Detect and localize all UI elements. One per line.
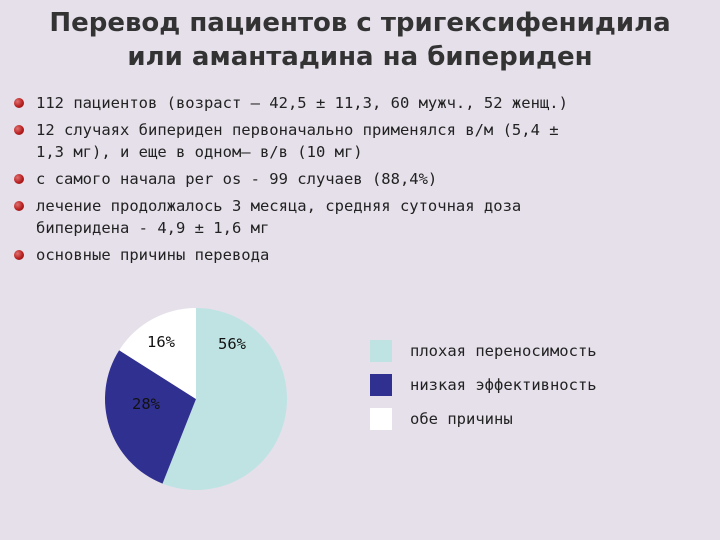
bullet-text-line-2: биперидена - 4,9 ± 1,6 мг — [36, 219, 270, 237]
slide-title: Перевод пациентов с тригексифенидила или… — [0, 6, 720, 74]
pie-chart-svg: 56% 28% 16% — [105, 308, 287, 490]
title-line-1: Перевод пациентов с тригексифенидила — [49, 8, 671, 38]
slice-label: 16% — [147, 333, 176, 351]
bullet-text-line-2: 1,3 мг), и еще в одном– в/в (10 мг) — [36, 143, 363, 161]
legend-swatch — [370, 340, 392, 362]
legend-swatch — [370, 408, 392, 430]
bullet-dot-icon — [14, 250, 24, 260]
bullet-item: лечение продолжалось 3 месяца, средняя с… — [14, 195, 704, 239]
bullet-dot-icon — [14, 201, 24, 211]
pie-slice — [105, 350, 196, 484]
legend-label: плохая переносимость — [410, 342, 597, 360]
bullet-text-line-1: лечение продолжалось 3 месяца, средняя с… — [36, 197, 522, 215]
title-line-2: или амантадина на бипериден — [127, 42, 593, 72]
bullet-item: 112 пациентов (возраст – 42,5 ± 11,3, 60… — [14, 92, 704, 114]
pie-slice — [119, 308, 196, 399]
pie-chart: 56% 28% 16% — [0, 290, 720, 510]
pie-slice — [162, 308, 287, 490]
legend-label: обе причины — [410, 410, 513, 428]
bullet-text-line-1: 112 пациентов (возраст – 42,5 ± 11,3, 60… — [36, 94, 568, 112]
bullet-item: с самого начала per os - 99 случаев (88,… — [14, 168, 704, 190]
bullet-text-line-1: 12 случаях бипериден первоначально приме… — [36, 121, 559, 139]
bullet-item: основные причины перевода — [14, 244, 704, 266]
bullet-dot-icon — [14, 174, 24, 184]
slice-label: 56% — [218, 335, 247, 353]
slice-label: 28% — [132, 395, 161, 413]
bullet-text-line-1: с самого начала per os - 99 случаев (88,… — [36, 170, 438, 188]
bullet-dot-icon — [14, 98, 24, 108]
bullet-text-line-1: основные причины перевода — [36, 246, 270, 264]
legend-swatch — [370, 374, 392, 396]
bullet-list: 112 пациентов (возраст – 42,5 ± 11,3, 60… — [14, 92, 704, 271]
bullet-dot-icon — [14, 125, 24, 135]
legend-label: низкая эффективность — [410, 376, 597, 394]
bullet-item: 12 случаях бипериден первоначально приме… — [14, 119, 704, 163]
